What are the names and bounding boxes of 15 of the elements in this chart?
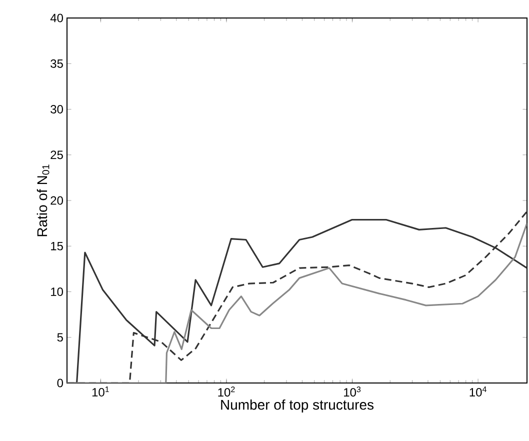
y-tick-label: 0 bbox=[57, 378, 64, 388]
y-tick-label: 5 bbox=[57, 333, 63, 342]
x-tick-label: 10$^{2}$ bbox=[218, 386, 235, 397]
x-tick-label: 10$^{3}$ bbox=[344, 386, 361, 397]
y-tick-label: 20 bbox=[50, 196, 64, 205]
y-tick-label: 35 bbox=[50, 59, 63, 68]
y-tick-label: 30 bbox=[50, 105, 64, 114]
y-axis-title: Ratio of N$_{01}$ bbox=[36, 164, 50, 236]
x-axis-title: Number of top structures bbox=[221, 399, 374, 413]
y-tick-label: 15 bbox=[51, 242, 63, 250]
x-tick-label: 10$^{1}$ bbox=[92, 386, 109, 396]
x-tick-label: 10$^{4}$ bbox=[470, 386, 486, 396]
y-tick-label: 40 bbox=[50, 14, 64, 22]
y-tick-label: 10 bbox=[51, 288, 64, 296]
y-tick-label: 25 bbox=[50, 150, 63, 160]
